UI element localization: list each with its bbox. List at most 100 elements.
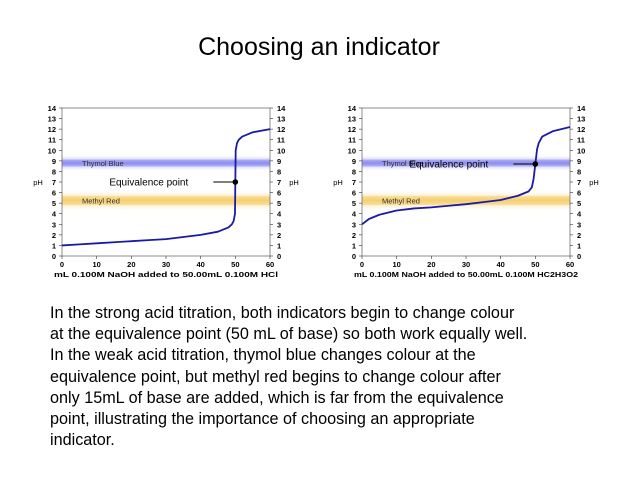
y-axis-label: pH xyxy=(333,178,343,187)
y-tick-label: 9 xyxy=(52,157,56,166)
y-tick-label: 14 xyxy=(577,104,586,113)
y-tick-label: 1 xyxy=(577,241,581,250)
y-tick-label: 5 xyxy=(277,199,281,208)
explanation-line: In the weak acid titration, thymol blue … xyxy=(50,346,476,365)
band-label: Methyl Red xyxy=(382,197,420,206)
y-tick-label: 5 xyxy=(52,199,56,208)
y-tick-label: 11 xyxy=(348,136,356,145)
x-tick-label: 60 xyxy=(566,260,574,269)
y-tick-label: 6 xyxy=(52,189,56,198)
y-tick-label: 4 xyxy=(52,210,57,219)
y-tick-label: 0 xyxy=(52,252,56,261)
y-tick-label: 4 xyxy=(352,210,357,219)
y-tick-label: 2 xyxy=(277,231,281,240)
y-tick-label: 6 xyxy=(577,189,581,198)
explanation-line: equivalence point, but methyl red begins… xyxy=(50,367,501,386)
x-tick-label: 10 xyxy=(92,260,100,269)
y-tick-label: 8 xyxy=(52,167,56,176)
y-tick-label: 1 xyxy=(277,241,281,250)
y-tick-label: 0 xyxy=(277,252,281,261)
indicator-band-core xyxy=(362,159,570,167)
y-tick-label: 13 xyxy=(48,115,56,124)
y-tick-label: 2 xyxy=(52,231,56,240)
y-tick-label: 4 xyxy=(277,210,282,219)
y-tick-label: 0 xyxy=(352,252,356,261)
weak-acid-titration-chart: Thymol Blue Methyl Red 0 0 1 1 2 2 3 3 4 4 5 5 6 6 7 7 8 8 9… xyxy=(333,100,600,279)
indicator-band-core xyxy=(62,159,270,167)
y-tick-label: 7 xyxy=(352,178,356,187)
band-label: Thymol Blue xyxy=(382,159,424,168)
y-tick-label: 12 xyxy=(348,125,356,134)
y-tick-label: 11 xyxy=(577,136,585,145)
y-tick-label: 13 xyxy=(577,115,585,124)
equivalence-point-marker xyxy=(232,179,239,185)
y-tick-label: 3 xyxy=(52,220,56,229)
y-axis-label: pH xyxy=(289,178,299,187)
explanation-line: indicator. xyxy=(50,431,115,450)
y-tick-label: 13 xyxy=(277,115,285,124)
y-tick-label: 14 xyxy=(348,104,357,113)
y-tick-label: 9 xyxy=(577,157,581,166)
y-tick-label: 1 xyxy=(52,241,56,250)
titration-curve xyxy=(61,128,271,247)
y-tick-label: 10 xyxy=(277,146,285,155)
y-tick-label: 2 xyxy=(352,231,356,240)
y-tick-label: 6 xyxy=(277,189,281,198)
x-tick-label: 40 xyxy=(496,260,504,269)
y-tick-label: 12 xyxy=(577,125,585,134)
y-tick-label: 8 xyxy=(577,167,581,176)
x-tick-label: 10 xyxy=(392,260,400,269)
equivalence-label: Equivalence point xyxy=(409,160,488,171)
y-tick-label: 5 xyxy=(352,199,356,208)
y-tick-label: 12 xyxy=(48,125,56,134)
explanation-line: point, illustrating the importance of ch… xyxy=(50,410,475,429)
x-axis-label: mL 0.100M NaOH added to 50.00mL 0.100M H… xyxy=(54,272,278,279)
y-tick-label: 14 xyxy=(48,104,57,113)
y-tick-label: 11 xyxy=(48,136,56,145)
x-tick-label: 60 xyxy=(266,260,274,269)
x-tick-label: 40 xyxy=(196,260,204,269)
y-tick-label: 3 xyxy=(352,220,356,229)
y-tick-label: 11 xyxy=(277,136,285,145)
plot-area xyxy=(362,108,570,256)
y-tick-label: 2 xyxy=(577,231,581,240)
y-tick-label: 8 xyxy=(352,167,356,176)
explanation-line: only 15mL of base are added, which is fa… xyxy=(50,388,504,407)
y-tick-label: 7 xyxy=(277,178,281,187)
titration-curve xyxy=(361,126,571,226)
y-tick-label: 3 xyxy=(577,220,581,229)
y-tick-label: 6 xyxy=(352,189,356,198)
y-tick-label: 14 xyxy=(277,104,286,113)
explanation-text: In the strong acid titration, both indic… xyxy=(50,303,610,451)
y-tick-label: 8 xyxy=(277,167,281,176)
indicator-band-core xyxy=(362,196,570,205)
x-tick-label: 30 xyxy=(462,260,470,269)
y-tick-label: 3 xyxy=(277,220,281,229)
y-tick-label: 9 xyxy=(277,157,281,166)
x-tick-label: 50 xyxy=(231,260,239,269)
indicator-band-core xyxy=(62,196,270,205)
x-tick-label: 30 xyxy=(162,260,170,269)
y-tick-label: 9 xyxy=(352,157,356,166)
y-tick-label: 7 xyxy=(577,178,581,187)
y-tick-label: 0 xyxy=(577,252,581,261)
strong-acid-titration-chart: Thymol Blue Methyl Red 0 0 1 1 2 2 3 3 4 4 5 5 6 6 7 7 8 8 9… xyxy=(33,100,300,279)
y-tick-label: 1 xyxy=(352,241,356,250)
y-tick-label: 10 xyxy=(577,146,585,155)
y-tick-label: 12 xyxy=(277,125,285,134)
band-label: Methyl Red xyxy=(82,197,120,206)
x-tick-label: 20 xyxy=(127,260,135,269)
y-tick-label: 5 xyxy=(577,199,581,208)
equivalence-point-marker xyxy=(532,161,539,167)
x-tick-label: 0 xyxy=(60,260,64,269)
y-tick-label: 7 xyxy=(52,178,56,187)
x-tick-label: 50 xyxy=(531,260,539,269)
y-tick-label: 4 xyxy=(577,210,582,219)
y-axis-label: pH xyxy=(589,178,599,187)
y-tick-label: 13 xyxy=(348,115,356,124)
x-tick-label: 20 xyxy=(427,260,435,269)
band-label: Thymol Blue xyxy=(82,159,124,168)
equivalence-label: Equivalence point xyxy=(109,178,188,189)
